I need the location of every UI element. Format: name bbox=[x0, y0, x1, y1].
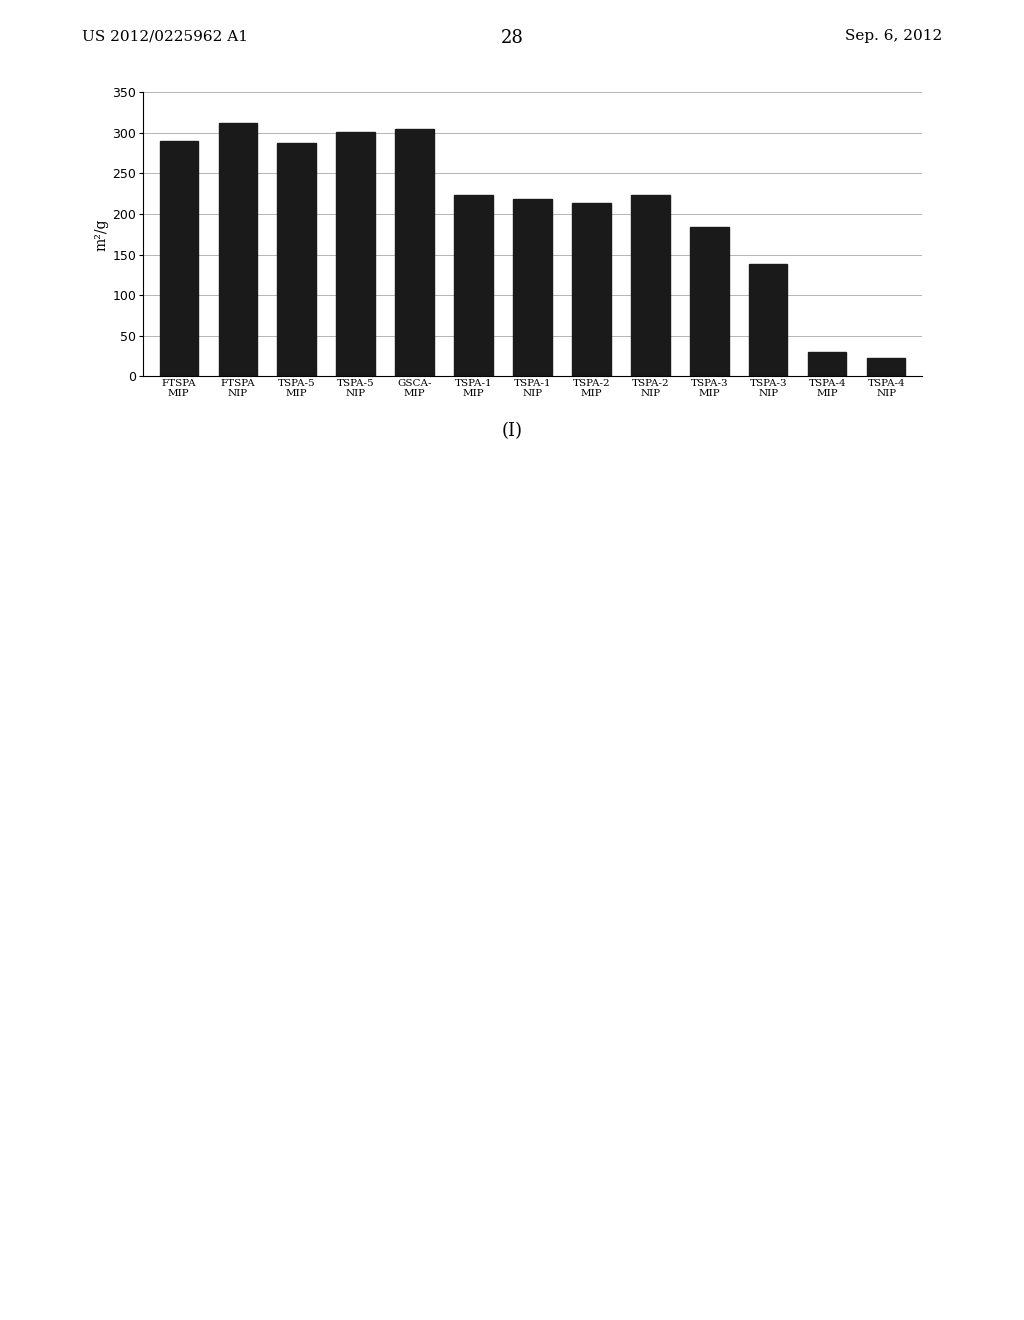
Bar bbox=[278, 143, 315, 376]
Bar bbox=[513, 198, 552, 376]
Text: Sep. 6, 2012: Sep. 6, 2012 bbox=[845, 29, 942, 44]
Bar bbox=[455, 194, 493, 376]
Bar bbox=[572, 203, 610, 376]
Bar bbox=[218, 123, 257, 376]
Text: (I): (I) bbox=[502, 422, 522, 441]
Bar bbox=[690, 227, 728, 376]
Text: 28: 28 bbox=[501, 29, 523, 48]
Bar bbox=[395, 129, 434, 376]
Bar bbox=[160, 141, 198, 376]
Text: US 2012/0225962 A1: US 2012/0225962 A1 bbox=[82, 29, 248, 44]
Bar bbox=[337, 132, 375, 376]
Bar bbox=[867, 358, 905, 376]
Bar bbox=[808, 352, 847, 376]
Y-axis label: m²/g: m²/g bbox=[94, 218, 109, 251]
Bar bbox=[750, 264, 787, 376]
Bar bbox=[631, 194, 670, 376]
